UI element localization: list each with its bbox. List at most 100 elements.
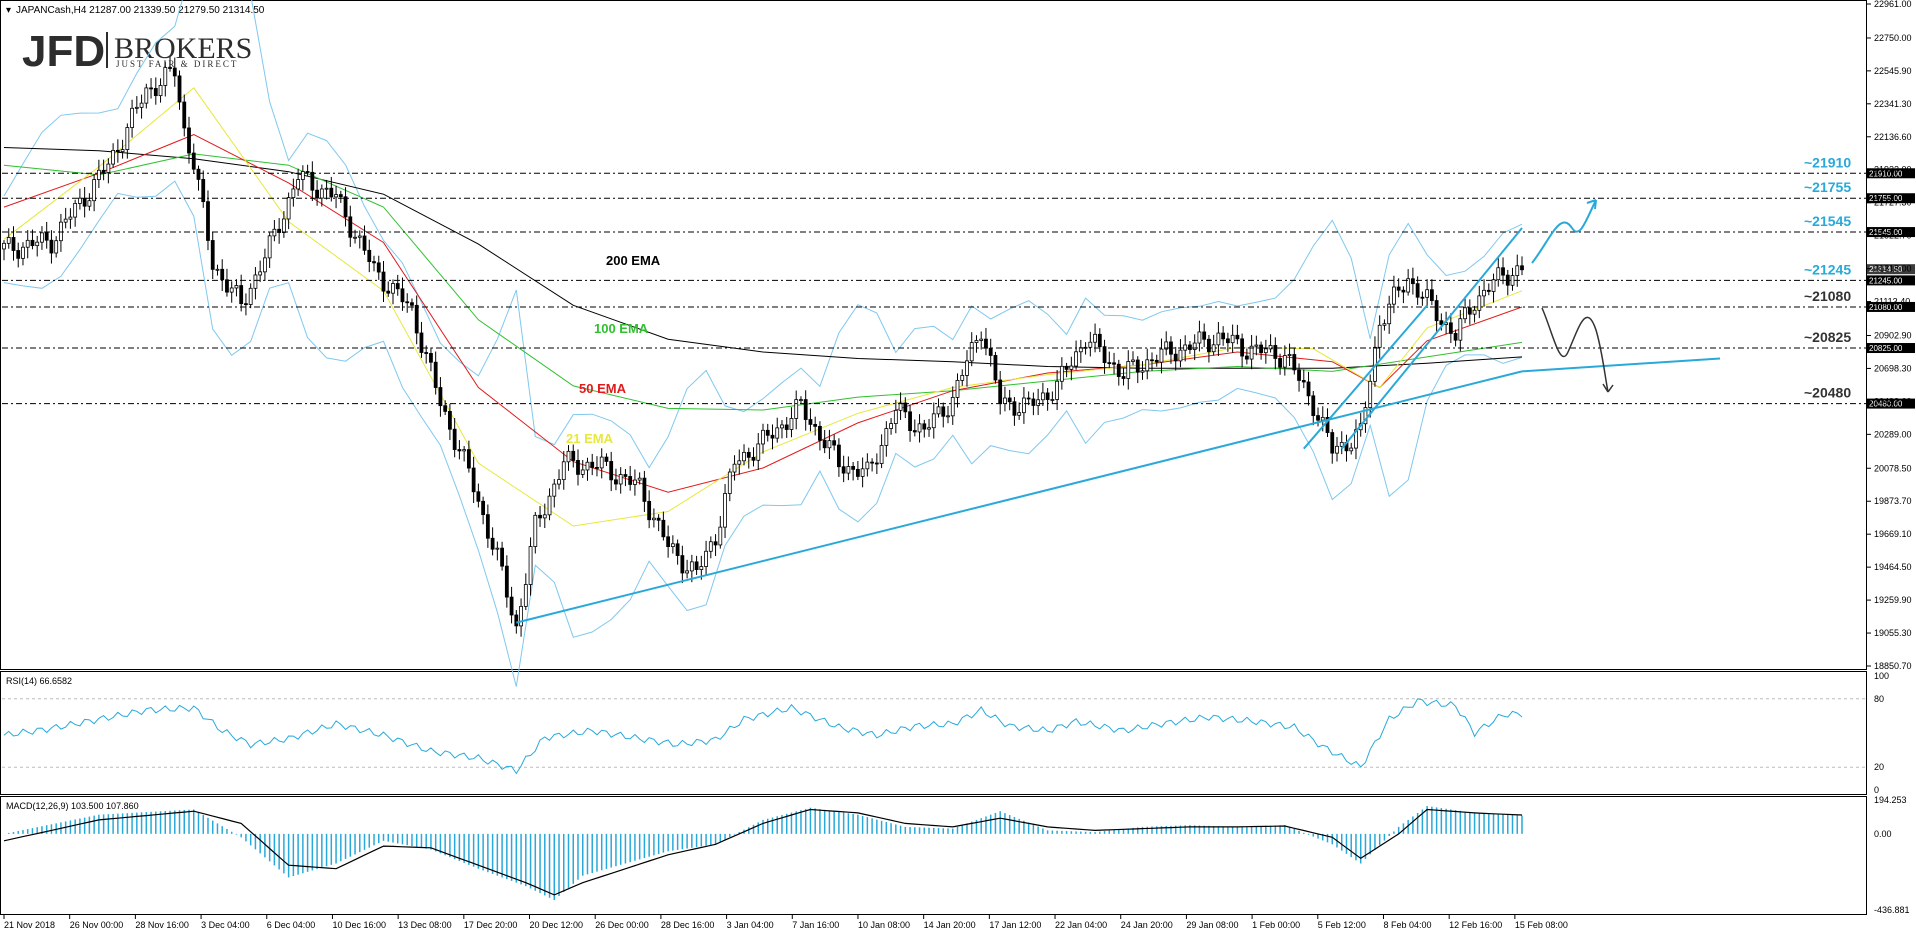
time-axis-label: 24 Jan 20:00: [1121, 920, 1173, 930]
candle-body: [1453, 333, 1458, 341]
candle-body: [618, 474, 623, 485]
time-axis-label: 28 Dec 16:00: [661, 920, 715, 930]
candle-body: [1320, 417, 1325, 421]
candle-body: [1282, 355, 1287, 368]
candle-body: [893, 409, 898, 424]
rsi-axis-label: 100: [1874, 671, 1889, 681]
candle-body: [1467, 307, 1472, 315]
candle-body: [865, 461, 870, 470]
candle-body: [87, 200, 92, 207]
candle-body: [11, 237, 16, 251]
candle-body: [519, 605, 523, 627]
candle-body: [694, 561, 699, 570]
candle-body: [670, 543, 675, 548]
price-axis-label: 20078.50: [1874, 463, 1912, 473]
ema-annotation: 50 EMA: [579, 381, 627, 396]
candle-body: [1211, 344, 1216, 353]
candle-body: [908, 411, 912, 431]
candle-body: [78, 197, 82, 204]
candle-body: [1382, 323, 1387, 326]
candle-body: [585, 461, 590, 471]
candle-body: [742, 451, 746, 462]
candle-body: [40, 232, 44, 243]
level-label: ~21545: [1804, 213, 1851, 229]
macd-axis-label: -436.881: [1874, 905, 1910, 915]
candle-body: [718, 526, 723, 546]
candle-body: [1491, 279, 1496, 292]
candle-body: [699, 566, 704, 570]
candle-body: [661, 519, 666, 538]
candle-body: [946, 415, 950, 418]
candle-body: [656, 517, 661, 521]
level-price-tag-text: 20825.00: [1869, 344, 1903, 353]
candle-body: [443, 405, 448, 412]
candle-body: [1102, 346, 1107, 364]
candle-body: [1022, 397, 1026, 414]
price-axis-label: 21113.40: [1874, 297, 1910, 307]
candle-body: [253, 274, 258, 289]
candle-body: [1496, 267, 1501, 281]
ema-annotation: 21 EMA: [566, 431, 614, 446]
level-price-tag-text: 21755.00: [1869, 194, 1903, 203]
trendline-0: [516, 370, 1523, 624]
level-label: ~21910: [1804, 154, 1851, 170]
candle-body: [799, 399, 803, 401]
candle-body: [580, 469, 585, 475]
rsi-title: RSI(14) 66.6582: [6, 676, 72, 686]
candle-body: [386, 290, 391, 294]
candle-body: [780, 424, 784, 429]
candle-body: [476, 491, 481, 502]
candle-body: [1221, 332, 1226, 340]
level-price-tag: [1867, 301, 1915, 312]
trendline-2: [1340, 227, 1523, 450]
candle-body: [1425, 289, 1430, 298]
candle-body: [485, 514, 490, 539]
bollinger-upper-band: [3, 0, 1523, 469]
time-axis-label: 26 Nov 00:00: [70, 920, 124, 930]
candle-body: [1477, 295, 1482, 311]
candle-body: [837, 444, 841, 468]
candle-body: [974, 340, 979, 343]
macd-axis-label: 0.00: [1874, 829, 1892, 839]
candle-body: [1154, 359, 1159, 363]
price-axis-label: 20493.60: [1874, 396, 1912, 406]
candle-body: [855, 468, 860, 477]
candle-body: [931, 413, 936, 429]
price-axis-label: 20289.00: [1874, 429, 1912, 439]
candle-body: [1259, 344, 1263, 354]
candle-body: [599, 456, 604, 469]
candle-body: [1017, 412, 1022, 416]
candle-body: [1448, 322, 1453, 334]
candle-body: [220, 268, 225, 281]
level-label: ~20480: [1804, 385, 1851, 401]
candle-body: [1164, 341, 1169, 350]
candle-body: [1126, 361, 1131, 379]
price-axis-label: 19669.10: [1874, 529, 1912, 539]
candle-body: [1036, 399, 1041, 406]
candle-body: [922, 423, 927, 430]
time-axis-label: 1 Feb 00:00: [1252, 920, 1300, 930]
level-price-tag-text: 21080.00: [1869, 303, 1903, 312]
candle-body: [172, 67, 177, 77]
candle-body: [59, 221, 63, 242]
level-label: ~21245: [1804, 261, 1851, 277]
candle-body: [111, 149, 116, 165]
candle-body: [884, 428, 889, 446]
level-label: ~20825: [1804, 329, 1851, 345]
candle-body: [993, 355, 998, 381]
candle-body: [1520, 265, 1524, 271]
time-axis-label: 17 Jan 12:00: [989, 920, 1041, 930]
candle-body: [462, 449, 467, 452]
symbol-dropdown-icon[interactable]: ▾: [6, 5, 11, 16]
candle-body: [125, 127, 130, 150]
candle-body: [509, 596, 514, 616]
candle-body: [153, 88, 158, 97]
candle-body: [1121, 376, 1126, 379]
candle-body: [433, 361, 438, 388]
ema-annotation: 200 EMA: [606, 253, 661, 268]
candle-body: [955, 379, 960, 398]
candle-body: [523, 584, 528, 607]
rsi-panel-frame: [0, 671, 1867, 795]
price-axis-label: 22545.90: [1874, 66, 1912, 76]
candle-body: [789, 418, 794, 430]
